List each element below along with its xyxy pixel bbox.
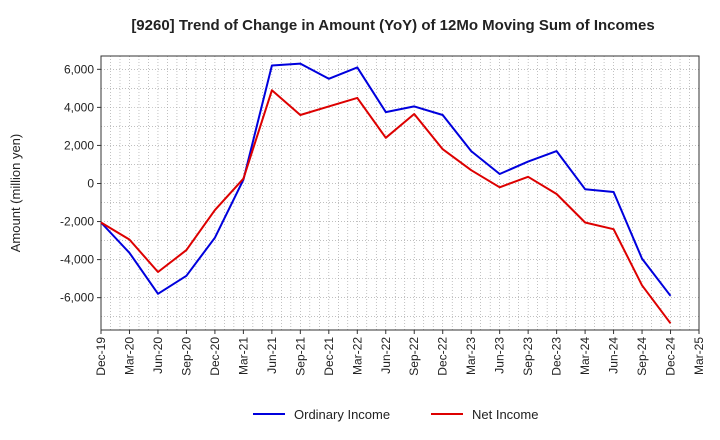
y-tick-label: 2,000 [64,138,94,152]
y-axis: -6,000 -4,000 -2,000 0 2,000 4,000 6,000 [60,62,101,305]
x-tick-label: Dec-23 [550,337,564,376]
y-tick-label: 0 [87,176,94,190]
x-tick-label: Dec-19 [94,337,108,376]
grid [100,56,700,330]
x-tick-label: Jun-20 [151,337,165,374]
x-tick-label: Mar-23 [464,337,478,375]
chart-title: [9260] Trend of Change in Amount (YoY) o… [131,17,654,34]
plot-area [100,55,700,331]
x-tick-label: Dec-24 [664,337,678,376]
x-tick-label: Sep-22 [407,337,421,376]
legend-label: Net Income [472,407,538,422]
series-line-net-income [100,89,672,324]
x-tick-label: Dec-21 [322,337,336,376]
x-tick-label: Mar-21 [236,337,250,375]
x-tick-label: Dec-20 [208,337,222,376]
x-tick-label: Sep-24 [635,337,649,376]
x-tick-label: Mar-22 [350,337,364,375]
x-tick-label: Jun-24 [607,337,621,374]
x-tick-label: Sep-23 [521,337,535,376]
y-tick-label: -2,000 [60,215,94,229]
y-tick-label: 4,000 [64,100,94,114]
x-tick-label: Jun-22 [379,337,393,374]
y-tick-label: -4,000 [60,253,94,267]
y-tick-label: -6,000 [60,291,94,305]
x-tick-label: Mar-25 [692,337,706,375]
series-line-ordinary-income [100,62,672,297]
x-axis: Dec-19 Mar-20 Jun-20 Sep-20 Dec-20 Mar-21 Jun-… [94,330,706,376]
x-tick-label: Mar-20 [122,337,136,375]
x-tick-label: Dec-22 [436,337,450,376]
legend-label: Ordinary Income [294,407,390,422]
y-axis-label: Amount (million yen) [8,134,23,253]
x-tick-label: Jun-21 [265,337,279,374]
series-group [100,62,672,324]
x-tick-label: Sep-21 [293,337,307,376]
legend: Ordinary Income Net Income [253,407,538,422]
x-tick-label: Mar-24 [578,337,592,375]
x-tick-label: Jun-23 [493,337,507,374]
x-tick-label: Sep-20 [179,337,193,376]
y-tick-label: 6,000 [64,62,94,76]
